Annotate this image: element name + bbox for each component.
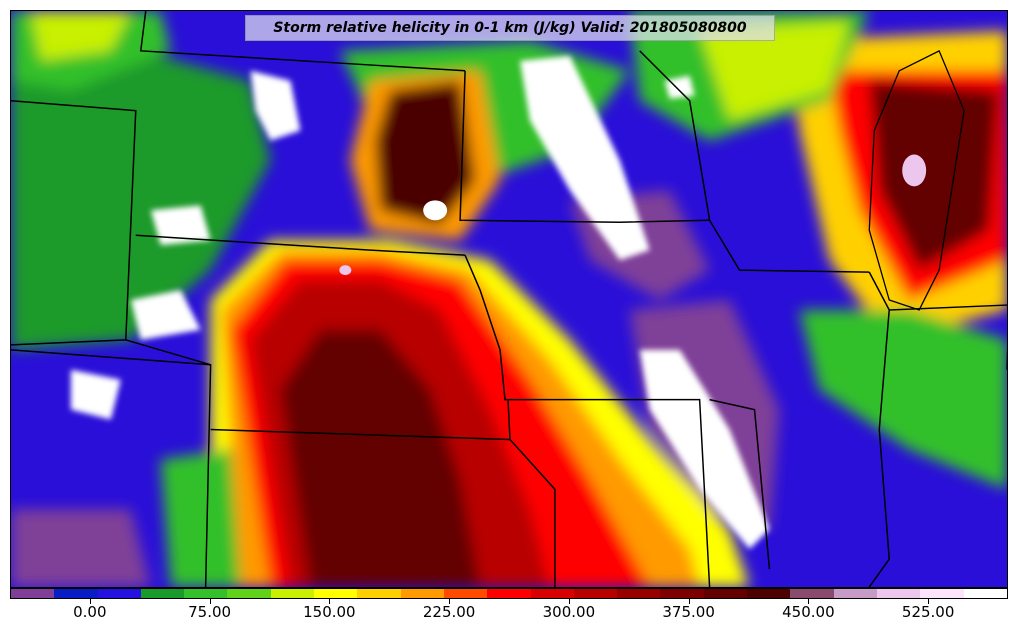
colorbar-swatch: [443, 589, 488, 598]
colorbar-swatch: [11, 589, 55, 598]
colorbar-tick-label: 225.00: [422, 603, 476, 621]
field-yellow-nw: [30, 11, 131, 61]
field-purple-sw: [11, 509, 151, 587]
field-maroon-lakes: [869, 80, 1000, 271]
colorbar-tick: [329, 599, 331, 604]
field-yellow-ne: [699, 20, 850, 121]
colorbar-swatch: [487, 589, 531, 598]
field-green-west: [11, 50, 271, 350]
colorbar-tick: [209, 599, 211, 604]
colorbar-tick: [688, 599, 690, 604]
field-green-east: [799, 309, 1007, 490]
helicity-map: [11, 11, 1007, 587]
colorbar-tick-label: 300.00: [542, 603, 596, 621]
colorbar-swatch: [97, 589, 141, 598]
state-boundaries: [11, 11, 1007, 587]
field-maroon-core: [280, 329, 481, 587]
white-spot-dakota: [423, 200, 448, 221]
colorbar-swatch: [270, 589, 315, 598]
colorbar-tick-label: 450.00: [782, 603, 835, 621]
colorbar: [10, 588, 1008, 599]
colorbar-swatch: [140, 589, 185, 598]
field-green-sw: [160, 449, 241, 587]
colorbar-swatch: [876, 589, 921, 598]
colorbar-swatch: [790, 589, 834, 598]
colorbar-swatch: [617, 589, 661, 598]
colorbar-tick: [89, 599, 91, 604]
colorbar-tick: [568, 599, 570, 604]
missing-wyoming: [130, 290, 201, 340]
colorbar-swatch: [573, 589, 618, 598]
field-maroon-north: [375, 80, 476, 226]
colorbar-swatch: [920, 589, 964, 598]
colorbar-tick-label: 0.00: [73, 603, 107, 621]
lake-michigan-outline: [868, 49, 965, 311]
colorbar-swatch: [227, 589, 271, 598]
colorbar-swatch: [400, 589, 444, 598]
colorbar-swatch: [747, 589, 791, 598]
map-panel: [10, 10, 1008, 588]
colorbar-tick: [928, 599, 930, 604]
colorbar-tick: [449, 599, 451, 604]
colorbar-ticks: [10, 599, 1008, 605]
pink-spot-lakes: [902, 154, 927, 187]
colorbar-swatch: [530, 589, 574, 598]
colorbar-swatch: [703, 589, 748, 598]
missing-idaho: [150, 205, 211, 246]
colorbar-labels: 0.00 75.00 150.00 225.00 300.00 375.00 450.00 5…: [10, 603, 1008, 625]
missing-utah: [70, 369, 121, 420]
colorbar-swatch: [963, 589, 1007, 598]
map-title: Storm relative helicity in 0-1 km (J/kg)…: [245, 15, 775, 41]
colorbar-tick: [808, 599, 810, 604]
colorbar-tick-label: 375.00: [662, 603, 715, 621]
colorbar-tick-label: 75.00: [188, 603, 232, 621]
missing-north: [519, 55, 650, 261]
colorbar-tick-label: 150.00: [303, 603, 356, 621]
colorbar-swatch: [314, 589, 358, 598]
colorbar-swatch: [357, 589, 401, 598]
missing-lake-michigan: [664, 75, 695, 99]
colorbar-swatch: [833, 589, 877, 598]
missing-montana: [250, 70, 301, 141]
colorbar-tick-label: 525.00: [901, 603, 955, 621]
colorbar-swatch: [54, 589, 98, 598]
colorbar-swatch: [660, 589, 704, 598]
pink-spot-nebraska: [339, 265, 352, 276]
colorbar-swatch: [184, 589, 228, 598]
